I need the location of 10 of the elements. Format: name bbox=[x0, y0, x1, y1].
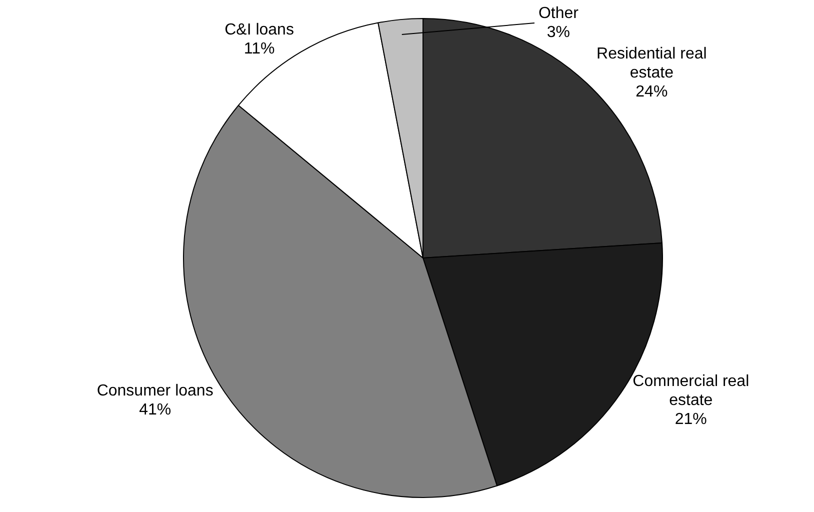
data-label: 3% bbox=[546, 24, 570, 41]
slice-label: Residential real estate bbox=[596, 46, 707, 82]
slice-label: Commercial real estate bbox=[632, 372, 750, 409]
data-label: 21% bbox=[674, 410, 707, 428]
slice-label: C&I loans bbox=[224, 22, 294, 39]
data-label: 24% bbox=[636, 84, 668, 101]
slice-label: Other bbox=[538, 4, 580, 22]
slice-label: Consumer loans bbox=[96, 382, 214, 400]
data-label: 41% bbox=[139, 401, 172, 418]
data-label: 11% bbox=[244, 40, 275, 58]
